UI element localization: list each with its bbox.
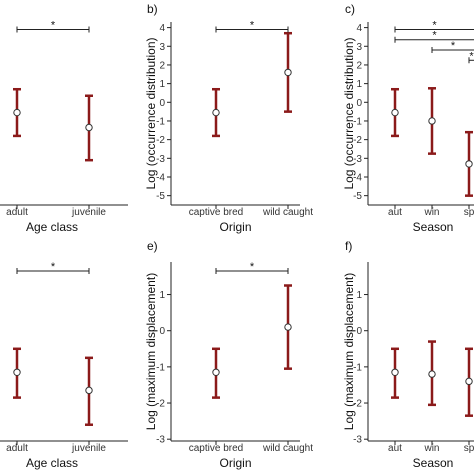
panel-2-y-axis-title: Log (occurrence distribution) <box>144 37 158 189</box>
panel-3-point <box>391 108 399 117</box>
panel-3-significance-star: * <box>469 50 474 62</box>
panel-2-ytick-label: -3 <box>156 154 165 165</box>
panel-3-ytick-label: -2 <box>353 135 362 146</box>
panel-5-ytick-label: -1 <box>156 362 165 373</box>
panel-3-ytick-label: 1 <box>356 79 362 90</box>
panel-2-ytick-label: -1 <box>156 116 165 127</box>
panel-3-significance-star: * <box>432 30 437 42</box>
panel-5-significance-star: * <box>250 261 255 273</box>
panel-4-xtick-label: adult <box>6 443 28 454</box>
panel-3-significance-star: * <box>432 19 437 31</box>
panel-6-ytick-label: 1 <box>356 290 362 301</box>
panel-2-ytick-label: 0 <box>159 98 165 109</box>
panel-5-ytick-label: -2 <box>156 399 165 410</box>
panel-2-ytick-label: 4 <box>159 23 165 34</box>
panel-1-significance-star: * <box>51 19 56 31</box>
panel-6-point <box>391 368 399 376</box>
panel-6-ytick-label: 0 <box>356 326 362 337</box>
panel-6-point <box>465 377 473 386</box>
panel-5-ytick-label: 1 <box>159 290 165 301</box>
panel-6-ytick-label: -1 <box>353 362 362 373</box>
panel-3-ytick-label: 0 <box>356 98 362 109</box>
panel-4-significance-star: * <box>51 261 56 273</box>
panel-6-xtick-label: aut <box>388 443 402 454</box>
panel-2-panel-label: b) <box>147 2 158 16</box>
panel-1-point <box>85 123 93 132</box>
panel-6-ytick-label: -3 <box>353 435 362 446</box>
panel-5-xtick-label: wild caught <box>262 443 313 454</box>
panel-3-ytick-label: -3 <box>353 154 362 165</box>
panel-1-xtick-label: juvenile <box>71 207 106 218</box>
panel-3-significance-star: * <box>451 40 456 52</box>
panel-1-x-axis-title: Age class <box>26 220 78 234</box>
panel-4-xtick-label: juvenile <box>71 443 106 454</box>
panel-4-x-axis-title: Age class <box>26 456 78 470</box>
panel-2-xtick-label: wild caught <box>262 207 313 218</box>
panel-6-point <box>428 370 436 378</box>
panel-3-ytick-label: 3 <box>356 42 362 53</box>
panel-6-ytick-label: -2 <box>353 399 362 410</box>
panel-2-ytick-label: 3 <box>159 42 165 53</box>
panel-3-ytick-label: -1 <box>353 116 362 127</box>
panel-6-panel-label: f) <box>345 239 352 253</box>
panel-2-point <box>212 108 220 117</box>
panel-3-panel-label: c) <box>345 2 355 16</box>
panel-2-ytick-label: -5 <box>156 191 165 202</box>
panel-3-point <box>428 117 436 125</box>
panel-2-ytick-label: 1 <box>159 79 165 90</box>
panel-3-ytick-label: -5 <box>353 191 362 202</box>
panel-5-point <box>284 323 292 331</box>
panel-4-point <box>85 386 93 395</box>
panel-3-xtick-label: sp <box>464 207 474 218</box>
panel-5-x-axis-title: Origin <box>219 456 251 470</box>
panel-1-xtick-label: adult <box>6 207 28 218</box>
panel-2-xtick-label: captive bred <box>189 207 243 218</box>
panel-5-point <box>212 368 220 376</box>
panel-6-x-axis-title: Season <box>413 456 454 470</box>
panel-6-y-axis-title: Log (maximum displacement) <box>342 273 356 430</box>
panel-6-xtick-label: win <box>423 443 439 454</box>
panel-3-xtick-label: aut <box>388 207 402 218</box>
panel-2-ytick-label: -4 <box>156 172 165 183</box>
panel-3-point <box>465 160 473 168</box>
panel-3-xtick-label: win <box>423 207 439 218</box>
panel-3-ytick-label: -4 <box>353 172 362 183</box>
panel-3-y-axis-title: Log (occurrence distribution) <box>342 37 356 189</box>
panel-6-xtick-label: sp <box>464 443 474 454</box>
panel-5-ytick-label: 0 <box>159 326 165 337</box>
panel-2-ytick-label: -2 <box>156 135 165 146</box>
panel-5-ytick-label: -3 <box>156 435 165 446</box>
panel-3-ytick-label: 4 <box>356 23 362 34</box>
panel-2-significance-star: * <box>250 19 255 31</box>
panel-2-x-axis-title: Origin <box>219 220 251 234</box>
panel-4-point <box>13 368 21 376</box>
panel-2-point <box>284 68 292 77</box>
panel-3-ytick-label: 2 <box>356 60 362 71</box>
panel-5-y-axis-title: Log (maximum displacement) <box>144 273 158 430</box>
panel-2-ytick-label: 2 <box>159 60 165 71</box>
panel-1-point <box>13 108 21 117</box>
panel-3-x-axis-title: Season <box>413 220 454 234</box>
panel-5-panel-label: e) <box>147 239 158 253</box>
panel-5-xtick-label: captive bred <box>189 443 243 454</box>
